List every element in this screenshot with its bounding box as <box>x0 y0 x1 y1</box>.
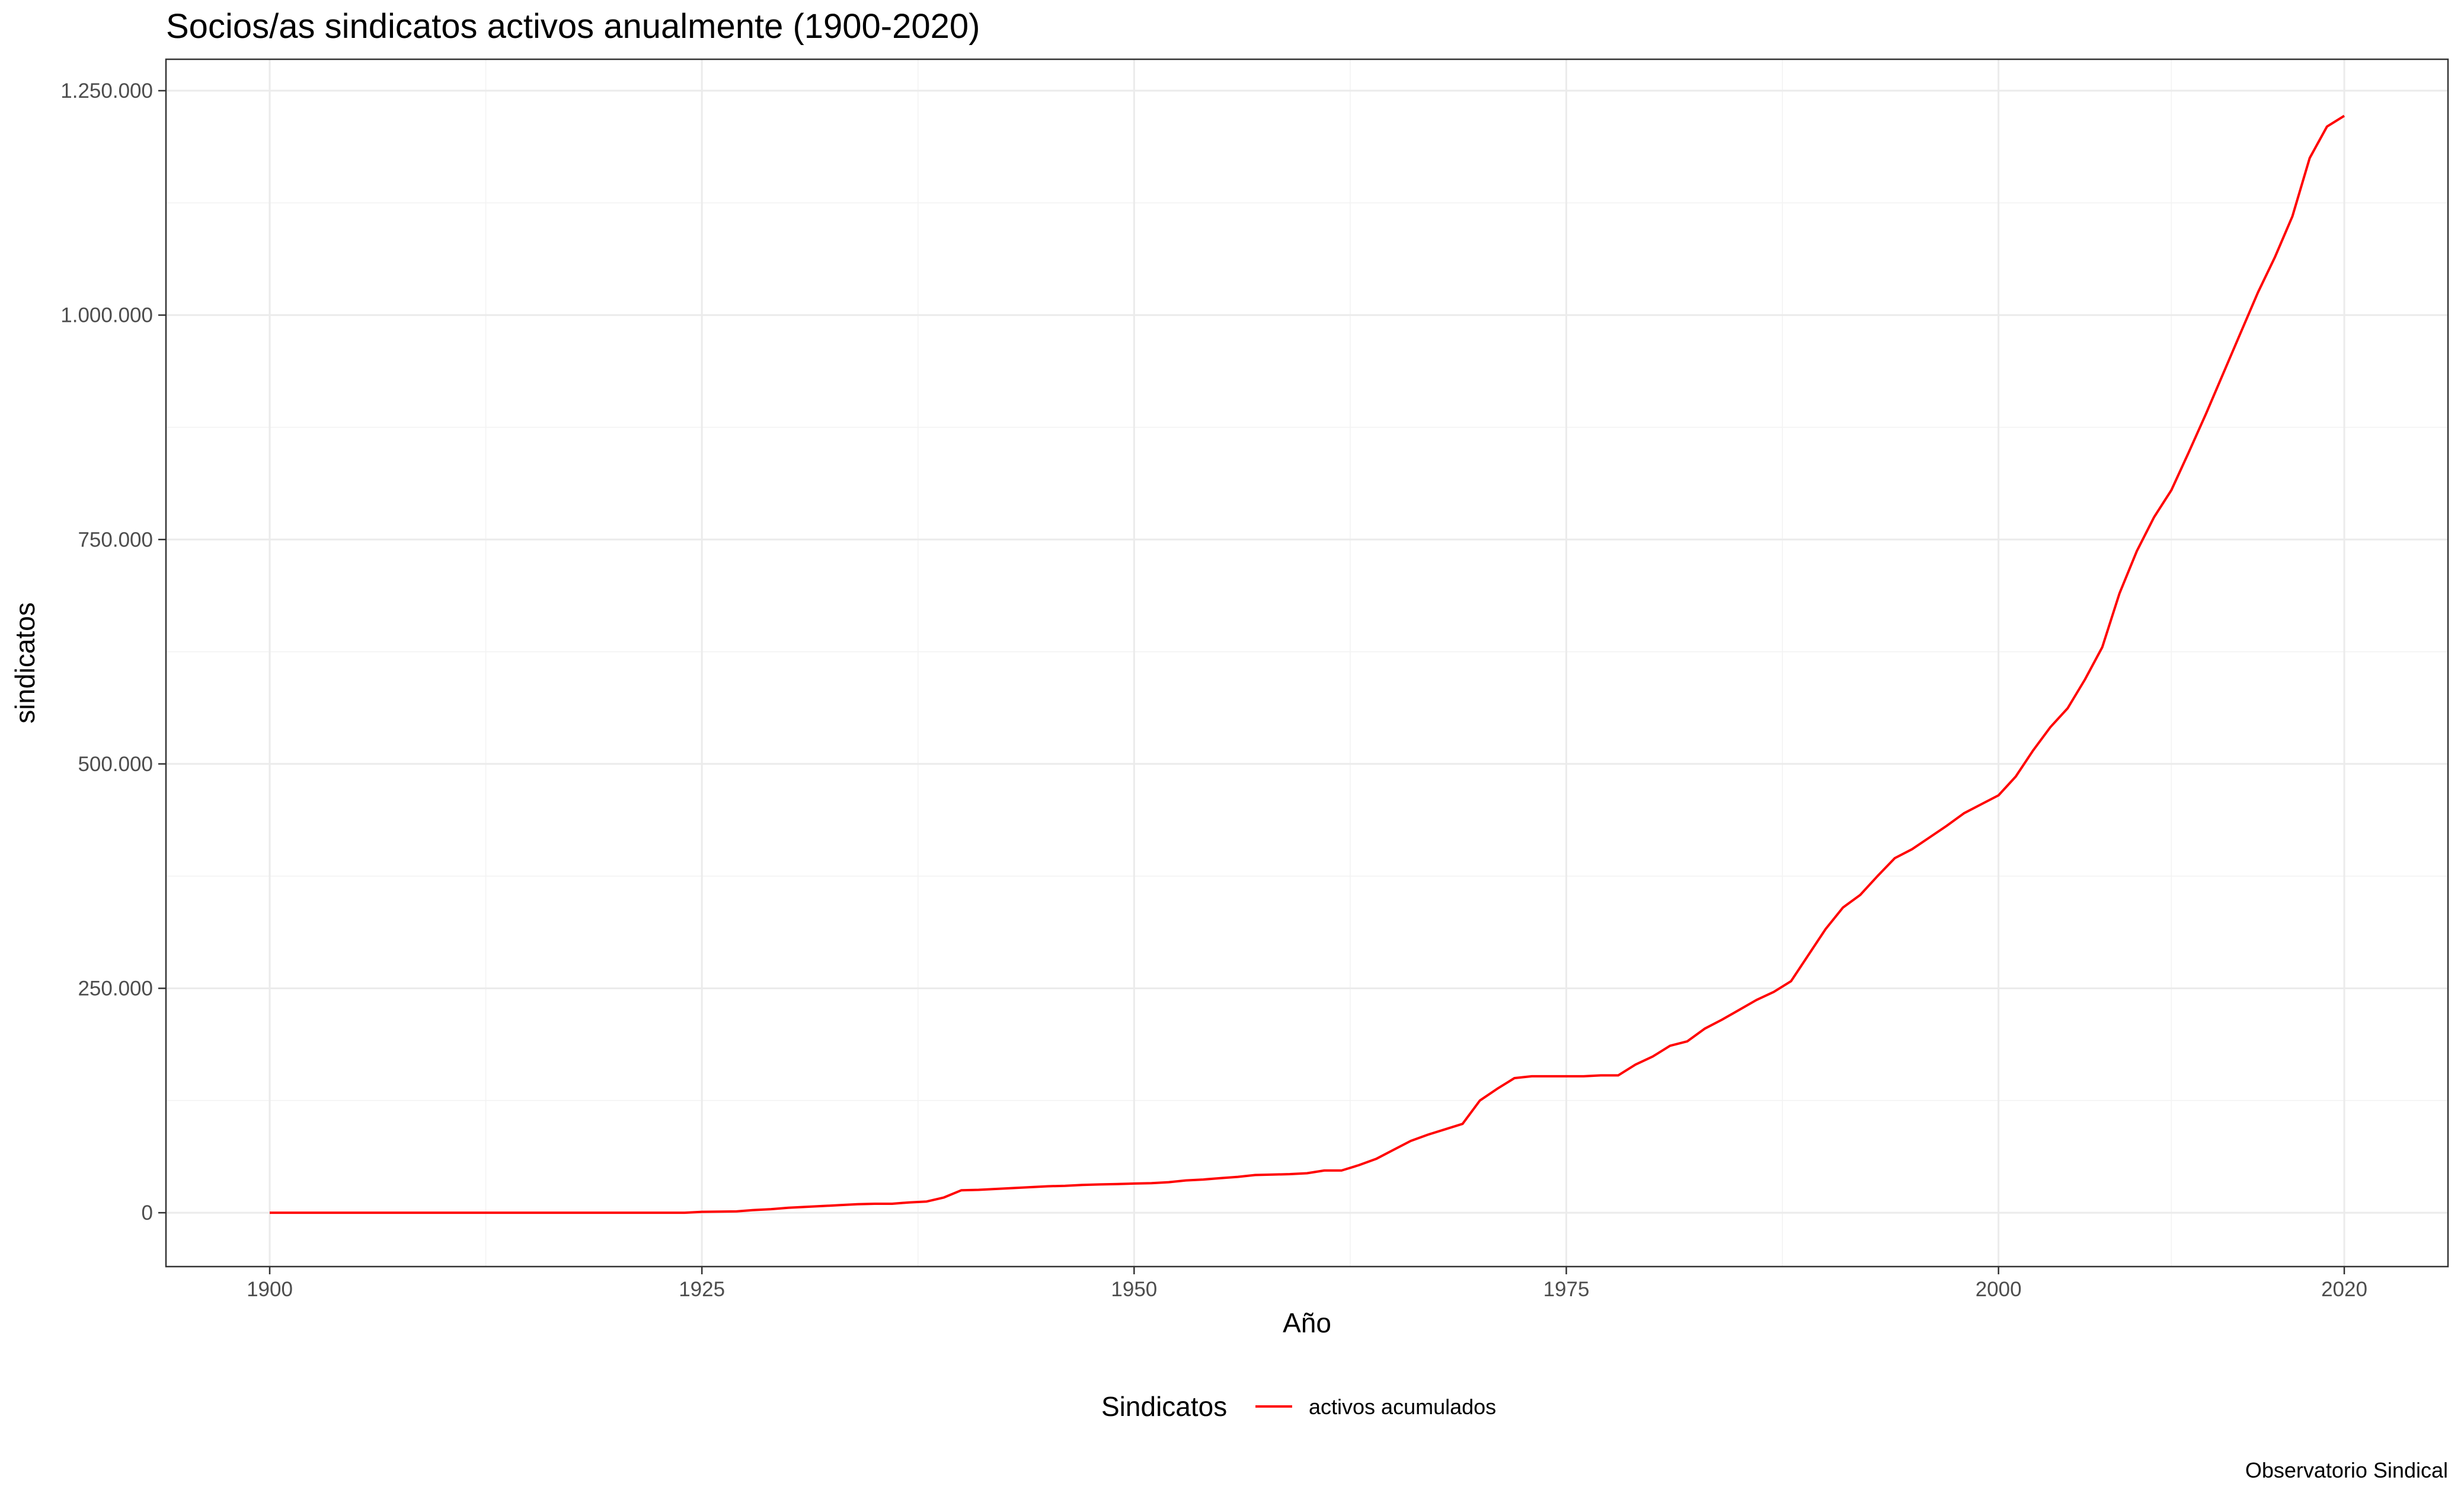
y-tick-label: 500.000 <box>78 753 153 776</box>
y-tick-label: 0 <box>142 1201 153 1225</box>
chart-caption: Observatorio Sindical <box>2245 1458 2448 1482</box>
line-layer <box>270 114 2345 1214</box>
legend-label-activos-acumulados: activos acumulados <box>1309 1395 1496 1419</box>
legend-title: Sindicatos <box>1101 1391 1227 1422</box>
x-tick-label: 1925 <box>679 1278 725 1301</box>
x-axis-title: Año <box>1283 1307 1331 1338</box>
y-tick-label: 250.000 <box>78 977 153 1000</box>
x-tick-label: 1900 <box>247 1278 293 1301</box>
x-tick-label: 1950 <box>1111 1278 1157 1301</box>
chart-title: Socios/as sindicatos activos anualmente … <box>166 7 980 46</box>
y-tick-label: 1.000.000 <box>60 304 153 327</box>
y-axis-title: sindicatos <box>9 602 40 724</box>
series-line-activos-acumulados <box>270 114 2345 1214</box>
x-tick-label: 2000 <box>1976 1278 2022 1301</box>
x-tick-label: 2020 <box>2321 1278 2367 1301</box>
y-tick-label: 1.250.000 <box>60 79 153 103</box>
x-tick-label: 1975 <box>1543 1278 1590 1301</box>
y-tick-label: 750.000 <box>78 528 153 551</box>
axes: 1900 1925 1950 1975 2000 2020 0 250.000 500.000 7… <box>60 79 2367 1301</box>
legend: Sindicatos activos acumulados <box>1101 1391 1496 1422</box>
panel-border <box>165 58 2449 1268</box>
